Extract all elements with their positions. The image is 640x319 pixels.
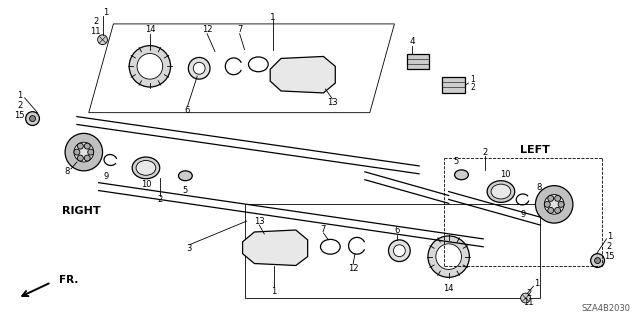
Circle shape [77, 155, 83, 161]
Text: 2: 2 [483, 148, 488, 157]
Circle shape [595, 258, 600, 263]
Text: 2: 2 [470, 83, 475, 92]
Text: 7: 7 [237, 25, 243, 34]
Text: 1: 1 [271, 287, 276, 296]
Circle shape [394, 245, 405, 256]
Circle shape [521, 293, 531, 303]
Text: 1: 1 [103, 8, 108, 17]
Text: 3: 3 [187, 244, 192, 253]
Text: 9: 9 [104, 172, 109, 181]
Text: 1: 1 [470, 75, 475, 84]
Ellipse shape [321, 239, 340, 254]
Text: 2: 2 [607, 242, 612, 251]
Circle shape [74, 142, 93, 162]
Circle shape [388, 240, 410, 262]
Ellipse shape [132, 157, 160, 179]
Ellipse shape [487, 181, 515, 202]
Circle shape [84, 143, 90, 149]
Text: 1: 1 [270, 12, 276, 21]
Text: 15: 15 [15, 111, 25, 120]
Text: RIGHT: RIGHT [61, 206, 100, 216]
Polygon shape [243, 230, 308, 265]
Circle shape [88, 149, 93, 155]
Text: 2: 2 [157, 195, 163, 204]
Text: SZA4B2030: SZA4B2030 [582, 304, 631, 313]
Circle shape [188, 57, 210, 79]
Text: 8: 8 [537, 183, 542, 192]
Text: 6: 6 [185, 106, 190, 115]
Text: FR.: FR. [59, 275, 79, 285]
Circle shape [558, 201, 564, 207]
Text: 4: 4 [410, 37, 415, 46]
Circle shape [436, 244, 461, 270]
Text: 6: 6 [395, 226, 400, 235]
Circle shape [428, 236, 469, 277]
Text: 13: 13 [254, 217, 265, 226]
Text: 13: 13 [327, 98, 338, 107]
Text: 1: 1 [607, 233, 612, 241]
Circle shape [26, 112, 40, 125]
Ellipse shape [136, 160, 156, 175]
Circle shape [555, 207, 561, 213]
Text: 14: 14 [145, 25, 155, 34]
Text: 1: 1 [17, 92, 22, 100]
Text: 2: 2 [93, 18, 99, 26]
Circle shape [193, 63, 205, 74]
Circle shape [74, 149, 80, 155]
Text: 7: 7 [321, 225, 326, 234]
Circle shape [29, 115, 35, 122]
Text: 11: 11 [524, 299, 534, 308]
Ellipse shape [248, 57, 268, 72]
Circle shape [84, 155, 90, 161]
Circle shape [591, 254, 604, 267]
Text: 5: 5 [453, 158, 458, 167]
Circle shape [548, 207, 554, 213]
Text: 15: 15 [604, 252, 614, 261]
Text: 10: 10 [141, 180, 151, 189]
Text: 2: 2 [526, 289, 531, 298]
Text: 14: 14 [444, 284, 454, 293]
Circle shape [65, 133, 102, 171]
Circle shape [555, 196, 561, 201]
Circle shape [545, 201, 550, 207]
Ellipse shape [454, 170, 468, 180]
Circle shape [545, 195, 564, 214]
Text: 12: 12 [348, 264, 358, 273]
Bar [442, 77, 465, 93]
Circle shape [77, 143, 83, 149]
Text: 5: 5 [183, 186, 188, 195]
Text: 9: 9 [520, 210, 525, 219]
Ellipse shape [179, 171, 192, 181]
Text: 2: 2 [17, 101, 22, 110]
Polygon shape [270, 56, 335, 93]
Text: 12: 12 [202, 25, 212, 34]
Text: 11: 11 [90, 27, 101, 36]
Text: 1: 1 [534, 279, 539, 288]
Text: 8: 8 [65, 167, 70, 176]
Circle shape [536, 186, 573, 223]
Circle shape [548, 196, 554, 201]
Ellipse shape [491, 184, 511, 199]
Bar [407, 55, 429, 69]
Text: 10: 10 [500, 170, 510, 179]
Circle shape [98, 35, 108, 45]
Circle shape [129, 46, 171, 87]
Circle shape [137, 54, 163, 79]
Text: LEFT: LEFT [520, 145, 549, 155]
